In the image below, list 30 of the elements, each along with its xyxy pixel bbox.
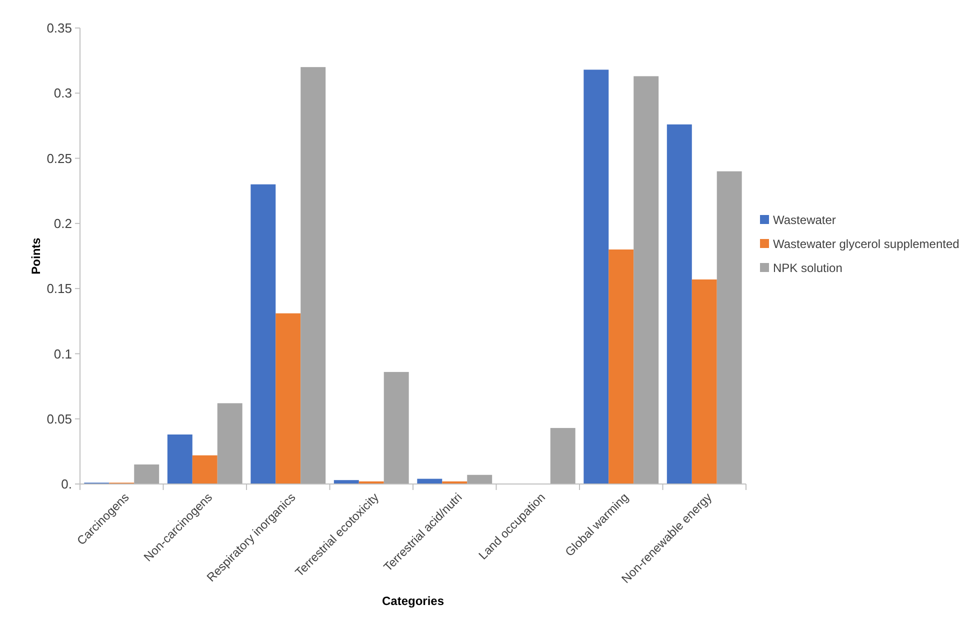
bar [384, 372, 409, 484]
y-tick-label: 0. [61, 476, 72, 492]
bar [467, 474, 492, 484]
bar [666, 124, 692, 484]
y-tick-label: 0.35 [46, 20, 72, 36]
bar [716, 171, 742, 484]
bar [634, 76, 659, 484]
bar [192, 455, 218, 484]
y-tick-label: 0.1 [54, 346, 72, 362]
bar [584, 70, 609, 484]
bar [134, 464, 160, 484]
legend-label: Wastewater glycerol supplemented [773, 237, 960, 252]
y-tick-label: 0.2 [54, 216, 72, 231]
bar [692, 279, 717, 484]
bar [334, 480, 359, 484]
bar [217, 403, 242, 484]
y-tick-label: 0.3 [54, 86, 72, 101]
y-axis-title: Points [29, 237, 43, 274]
bar [608, 249, 634, 484]
y-tick-label: 0.25 [46, 150, 72, 166]
bar [167, 434, 192, 484]
y-tick-label: 0.15 [46, 281, 72, 296]
legend-label: Wastewater [773, 213, 836, 228]
x-axis-title: Categories [382, 594, 444, 608]
bar [550, 428, 576, 484]
bar [250, 184, 276, 484]
bar [300, 67, 326, 484]
legend-label: NPK solution [773, 261, 842, 276]
bar [276, 313, 301, 484]
y-tick-label: 0.05 [46, 411, 72, 426]
